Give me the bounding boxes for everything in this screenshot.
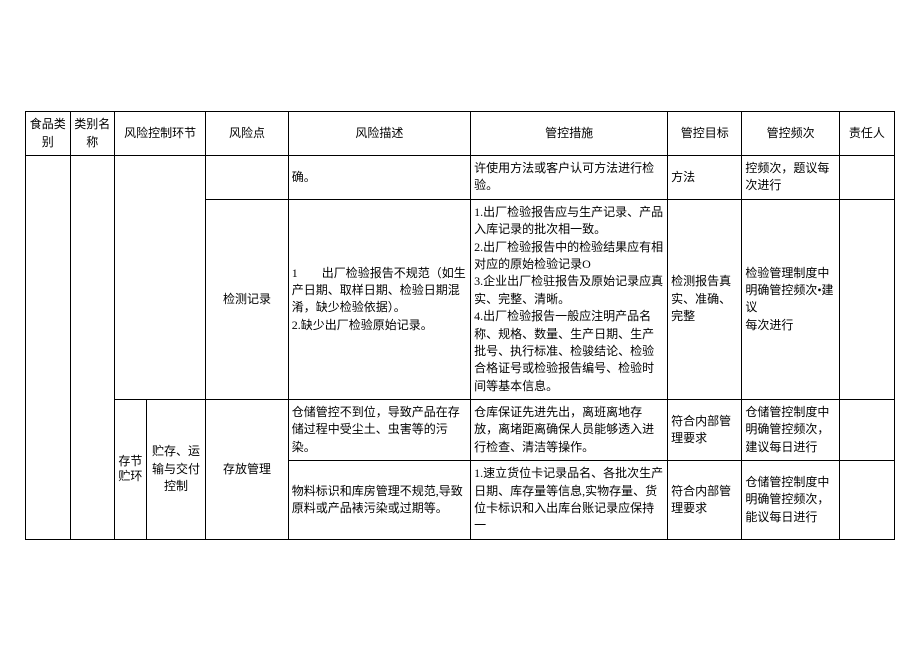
cell-measure: 仓库保证先进先出，离班离地存放，离堵距离确保人员能够透入进行检查、清洁等操作。 — [471, 400, 668, 461]
th-risk-link: 风险控制环节 — [115, 112, 206, 156]
th-measure: 管控措施 — [471, 112, 668, 156]
cell-desc: 1 出厂检验报告不规范（如生产日期、取样日期、检验日期混淆，缺少检验依据）。2.… — [288, 199, 470, 399]
cell-measure: 1.出厂检验报告应与生产记录、产品入库记录的批次相一致。2.出厂检验报告中的检验… — [471, 199, 668, 399]
cell-freq: 仓储管控制度中明确管控频次，能议每日进行 — [742, 461, 839, 540]
cell-target: 符合内部管理要求 — [668, 461, 742, 540]
cell-sub-a: 存节贮环 — [115, 400, 147, 540]
cell-point: 存放管理 — [206, 400, 289, 540]
cell-freq: 控频次，题议每次进行 — [742, 155, 839, 199]
cell-measure: 许使用方法或客户认可方法进行检验。 — [471, 155, 668, 199]
cell-target: 方法 — [668, 155, 742, 199]
cell-owner — [839, 461, 894, 540]
th-freq: 管控频次 — [742, 112, 839, 156]
th-risk-desc: 风险描述 — [288, 112, 470, 156]
cell-desc: 仓储管控不到位，导致产品在存储过程中受尘土、虫害等的污染。 — [288, 400, 470, 461]
cell-food-cat — [26, 155, 71, 539]
th-food-cat: 食品类别 — [26, 112, 71, 156]
cell-owner — [839, 199, 894, 399]
cell-owner — [839, 400, 894, 461]
cell-desc: 确。 — [288, 155, 470, 199]
sub-a-label: 存节贮环 — [118, 454, 143, 485]
cell-freq: 仓储管控制度中明确管控频次，建议每日进行 — [742, 400, 839, 461]
cell-desc: 物料标识和库房管理不规范,导致原料或产品裱污染或过期等。 — [288, 461, 470, 540]
cell-measure: 1.速立货位卡记录品名、各批次生产日期、库存量等信息,实物存量、货位卡标识和入出… — [471, 461, 668, 540]
th-target: 管控目标 — [668, 112, 742, 156]
cell-cat-name — [70, 155, 115, 539]
th-risk-point: 风险点 — [206, 112, 289, 156]
header-row: 食品类别 类别名称 风险控制环节 风险点 风险描述 管控措施 管控目标 管控频次… — [26, 112, 895, 156]
th-owner: 责任人 — [839, 112, 894, 156]
table-row: 存节贮环 贮存、运输与交付控制 存放管理 仓储管控不到位，导致产品在存储过程中受… — [26, 400, 895, 461]
cell-target: 符合内部管理要求 — [668, 400, 742, 461]
th-cat-name: 类别名称 — [70, 112, 115, 156]
cell-point: 检测记录 — [206, 199, 289, 399]
cell-risk-link-top — [115, 155, 206, 399]
risk-control-table: 食品类别 类别名称 风险控制环节 风险点 风险描述 管控措施 管控目标 管控频次… — [25, 111, 895, 540]
cell-freq: 检验管理制度中明确管控频次•建议每次进行 — [742, 199, 839, 399]
cell-owner — [839, 155, 894, 199]
cell-sub-b: 贮存、运输与交付控制 — [146, 400, 205, 540]
cell-point — [206, 155, 289, 199]
table-row: 确。 许使用方法或客户认可方法进行检验。 方法 控频次，题议每次进行 — [26, 155, 895, 199]
cell-target: 检测报告真实、准确、完整 — [668, 199, 742, 399]
